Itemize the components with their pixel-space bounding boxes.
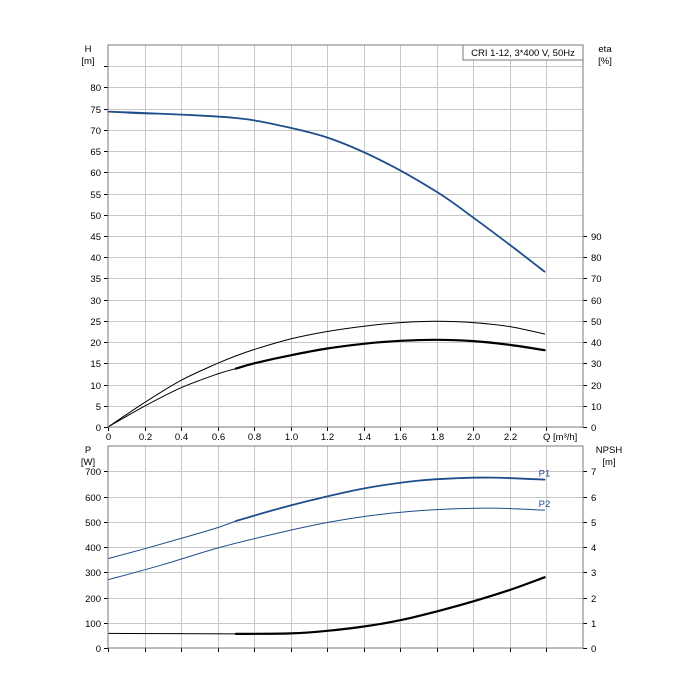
bottom-curve-4 [234, 576, 546, 635]
top-curves [107, 110, 546, 428]
top-left-tick-label-15: 75 [90, 105, 101, 116]
bottom-right-tick-label-2: 2 [591, 594, 596, 605]
bottom-curve-2 [107, 507, 546, 581]
top-right-tick-label-1: 10 [591, 402, 602, 413]
top-left-tick-label-7: 35 [90, 274, 101, 285]
bottom-right-tick-label-3: 3 [591, 568, 596, 579]
bottom-left-tick-label-5: 500 [85, 518, 101, 529]
top-left-tick-label-5: 25 [90, 317, 101, 328]
bottom-series-labels: P1 P2 [539, 469, 551, 511]
top-curve-1 [107, 111, 237, 119]
top-curve-4 [234, 338, 546, 370]
bottom-grid [108, 446, 583, 648]
bottom-right-tick-label-4: 4 [591, 543, 596, 554]
top-left-tick-label-2: 10 [90, 381, 101, 392]
top-grid [108, 45, 583, 427]
top-left-tick-label-3: 15 [90, 359, 101, 370]
bottom-left-tick-label-3: 300 [85, 568, 101, 579]
bottom-left-tick-label-4: 400 [85, 543, 101, 554]
bottom-left-axis-unit: [W] [81, 457, 95, 468]
top-right-tick-label-6: 60 [591, 296, 602, 307]
top-left-tick-label-6: 30 [90, 296, 101, 307]
top-right-tick-label-3: 30 [591, 359, 602, 370]
top-right-tick-label-7: 70 [591, 274, 602, 285]
bottom-left-tick-label-7: 700 [85, 467, 101, 478]
series-label-p1: P1 [539, 469, 551, 480]
bottom-left-tick-label-6: 600 [85, 493, 101, 504]
top-plot-frame [107, 44, 584, 428]
bottom-right-axis-label: NPSH [596, 445, 623, 456]
top-left-tick-label-16: 80 [90, 83, 101, 94]
bottom-left-tick-label-1: 100 [85, 619, 101, 630]
bottom-curve-0 [235, 476, 546, 522]
top-right-tick-label-0: 0 [591, 423, 596, 434]
x-tick-label-0: 0 [106, 432, 111, 443]
x-tick-label-2: 0.4 [175, 432, 188, 443]
top-left-tick-label-9: 45 [90, 232, 101, 243]
top-left-tick-label-4: 20 [90, 338, 101, 349]
top-left-axis-label: H [85, 44, 92, 55]
bottom-curves [107, 476, 546, 635]
x-tick-label-3: 0.6 [212, 432, 225, 443]
top-curve-3 [107, 368, 237, 428]
series-label-p2: P2 [539, 499, 551, 510]
bottom-left-axis-label: P [85, 445, 91, 456]
power-npsh-panel: 0 100 200 300 400 500 600 700 0 1 2 3 4 5 6 7 P [W] NPS… [81, 445, 622, 655]
top-left-tick-label-13: 65 [90, 147, 101, 158]
top-right-tick-label-4: 40 [591, 338, 602, 349]
head-efficiency-panel: 0 0.2 0.4 0.6 0.8 1.0 1.2 1.4 1.6 1.8 2.0 2.2 0 5 10 15… [81, 44, 612, 443]
bottom-ticks: 0 100 200 300 400 500 600 700 0 1 2 3 4 5 6 7 [85, 467, 596, 655]
bottom-curve-3 [107, 632, 237, 635]
top-right-tick-label-5: 50 [591, 317, 602, 328]
chart-title: CRI 1-12, 3*400 V, 50Hz [471, 48, 575, 59]
x-tick-label-10: 2.0 [467, 432, 480, 443]
top-right-axis-label: eta [598, 44, 612, 55]
top-left-tick-label-12: 60 [90, 168, 101, 179]
x-tick-label-5: 1.0 [285, 432, 298, 443]
top-left-tick-label-1: 5 [96, 402, 101, 413]
x-axis-label: Q [m³/h] [543, 432, 577, 443]
bottom-right-tick-label-0: 0 [591, 644, 596, 655]
bottom-left-tick-label-0: 0 [96, 644, 101, 655]
top-left-tick-label-14: 70 [90, 126, 101, 137]
top-left-axis-unit: [m] [81, 56, 94, 67]
top-right-tick-label-2: 20 [591, 381, 602, 392]
bottom-right-axis-unit: [m] [602, 457, 615, 468]
x-tick-label-1: 0.2 [139, 432, 152, 443]
bottom-right-tick-label-5: 5 [591, 518, 596, 529]
x-tick-label-6: 1.2 [321, 432, 334, 443]
top-right-tick-label-8: 80 [591, 253, 602, 264]
bottom-plot-frame [107, 445, 584, 649]
bottom-right-tick-label-6: 6 [591, 493, 596, 504]
x-tick-label-8: 1.6 [394, 432, 407, 443]
chart-title-box [462, 44, 584, 61]
top-curve-2 [107, 320, 546, 428]
bottom-curve-1 [107, 520, 237, 560]
x-tick-label-7: 1.4 [358, 432, 371, 443]
top-left-tick-label-0: 0 [96, 423, 101, 434]
top-right-tick-label-9: 90 [591, 232, 602, 243]
x-tick-label-9: 1.8 [431, 432, 444, 443]
top-left-tick-label-11: 55 [90, 190, 101, 201]
bottom-right-tick-label-7: 7 [591, 467, 596, 478]
top-ticks: 0 0.2 0.4 0.6 0.8 1.0 1.2 1.4 1.6 1.8 2.0 2.2 0 5 10 15… [90, 66, 602, 443]
bottom-left-tick-label-2: 200 [85, 594, 101, 605]
top-left-tick-label-10: 50 [90, 211, 101, 222]
bottom-right-tick-label-1: 1 [591, 619, 596, 630]
top-right-axis-unit: [%] [598, 56, 612, 67]
x-tick-label-4: 0.8 [248, 432, 261, 443]
x-tick-label-11: 2.2 [504, 432, 517, 443]
top-left-tick-label-8: 40 [90, 253, 101, 264]
